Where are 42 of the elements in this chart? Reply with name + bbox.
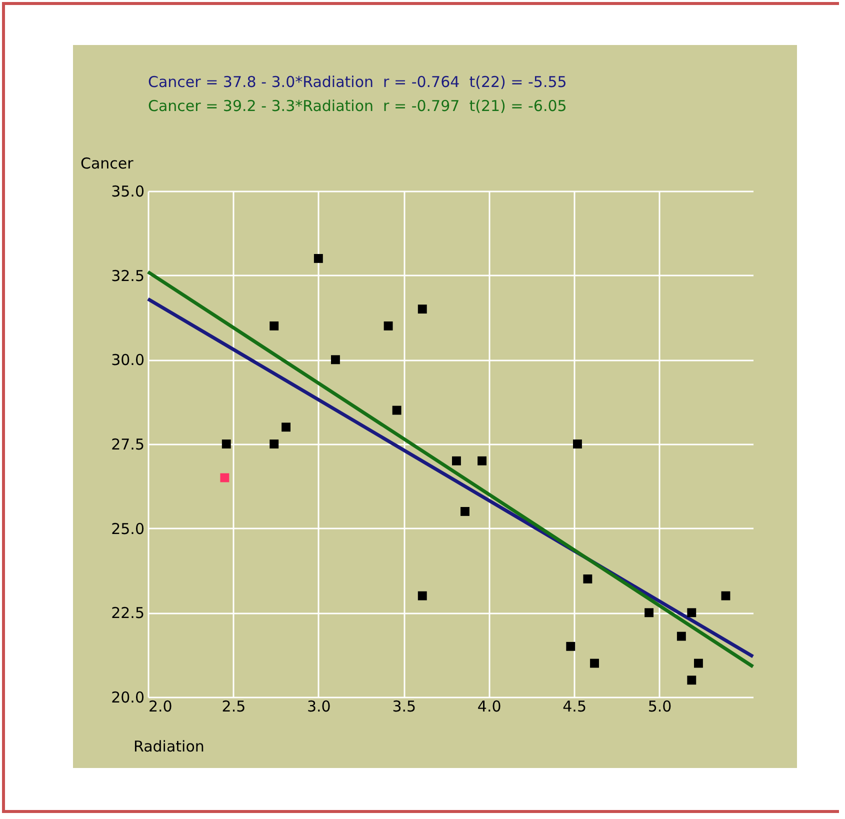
x-tick-label: 2.0: [148, 698, 172, 716]
point: [644, 608, 654, 618]
y-tick-label: 27.5: [111, 436, 144, 454]
y-tick-label: 25.0: [111, 520, 144, 538]
point: [583, 574, 592, 584]
y-tick-label: 30.0: [111, 351, 144, 370]
x-tick-label: 3.0: [306, 698, 331, 716]
point: [572, 440, 582, 448]
point: [384, 321, 393, 330]
y-tick-label: 35.0: [111, 182, 144, 200]
y-tick-label: 32.5: [111, 266, 144, 285]
point: [478, 456, 486, 466]
text: Cancer = 39.2 - 3.3*Radiation r = -0.797 t(21) = -6.05: [148, 96, 567, 117]
point: [694, 658, 703, 668]
x-tick-label: 4.0: [477, 698, 502, 716]
point: [282, 422, 291, 432]
x-tick-label: 5.0: [648, 698, 672, 716]
point: [566, 642, 576, 651]
point: [314, 254, 323, 263]
x-tick-label: 2.5: [222, 698, 246, 716]
point: [220, 473, 230, 482]
point: [687, 608, 696, 618]
text: Cancer = 37.8 - 3.0*Radiation r = -0.764 t(22) = -5.55: [148, 72, 567, 93]
x-tick-label: 3.5: [392, 698, 416, 716]
point: [270, 440, 279, 448]
point: [452, 456, 461, 466]
y-axis-title: Cancer: [80, 154, 134, 172]
point: [460, 506, 470, 516]
point: [687, 676, 696, 685]
point: [392, 406, 402, 415]
point: [222, 440, 231, 448]
x-axis-title: Radiation: [134, 738, 204, 756]
point: [676, 632, 686, 641]
point: [270, 321, 279, 330]
point: [590, 658, 599, 668]
point: [721, 591, 730, 600]
point: [418, 591, 427, 600]
point: [330, 355, 340, 364]
y-tick-label: 20.0: [111, 688, 144, 706]
y-tick-label: 22.5: [111, 604, 144, 622]
x-tick-label: 4.5: [562, 698, 586, 716]
point: [418, 304, 427, 314]
